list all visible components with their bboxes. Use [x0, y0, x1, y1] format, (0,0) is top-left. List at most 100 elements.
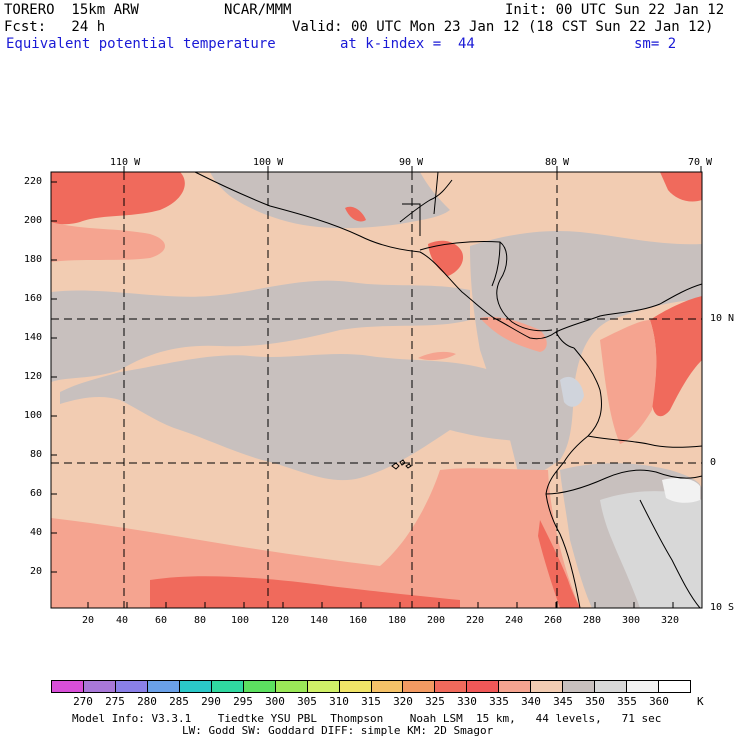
- field-red-coast: [538, 520, 580, 608]
- lon-label-70w: 70 W: [688, 157, 713, 168]
- smoothing-label: sm= 2: [634, 36, 677, 52]
- valid-time: Valid: 00 UTC Mon 23 Jan 12 (18 CST Sun …: [292, 19, 714, 35]
- field-orange-streak: [418, 351, 456, 361]
- x-tick-label: 140: [310, 615, 329, 626]
- y-tick-label: 140: [24, 332, 43, 343]
- left-axis-ticks: [51, 181, 57, 573]
- colorbar-swatch: [52, 681, 83, 692]
- x-tick-label: 200: [427, 615, 446, 626]
- level-label: at k-index = 44: [340, 36, 475, 52]
- colorbar-swatch: [466, 681, 499, 692]
- x-tick-label: 40: [116, 615, 129, 626]
- y-tick-label: 200: [24, 215, 43, 226]
- y-tick-label: 220: [24, 176, 43, 187]
- field-red-south: [150, 576, 460, 608]
- colorbar-swatch: [402, 681, 435, 692]
- colorbar-swatch: [562, 681, 595, 692]
- x-tick-label: 180: [388, 615, 407, 626]
- border-peru-brazil: [639, 499, 701, 609]
- x-tick-label: 320: [661, 615, 680, 626]
- lon-label-100w: 100 W: [253, 157, 284, 168]
- field-red-northwest: [51, 172, 185, 225]
- field-red-eastern-hills: [650, 296, 702, 417]
- field-grey-east: [470, 230, 702, 480]
- field-lightblue-colombia: [560, 376, 584, 407]
- field-orange-northwest: [51, 222, 165, 262]
- lat-label-equator: 0: [710, 457, 717, 468]
- border-central-america: [402, 171, 501, 287]
- theta-e-field: [51, 172, 702, 608]
- border-colombia: [587, 435, 703, 448]
- field-orange-south: [51, 468, 580, 608]
- border-ecuador-peru: [545, 469, 703, 495]
- colorbar-swatch: [274, 681, 307, 692]
- x-tick-label: 260: [544, 615, 563, 626]
- field-lightgrey-andes: [600, 491, 702, 608]
- colorbar: [51, 680, 691, 693]
- field-grey-band-west: [51, 300, 74, 372]
- colorbar-swatch: [658, 681, 691, 692]
- field-grey-band-center: [60, 354, 556, 481]
- colorbar-swatch: [370, 681, 403, 692]
- y-tick-label: 120: [24, 371, 43, 382]
- y-tick-label: 60: [30, 488, 43, 499]
- y-tick-label: 100: [24, 410, 43, 421]
- y-tick-label: 160: [24, 293, 43, 304]
- colorbar-swatch: [306, 681, 339, 692]
- model-info-line1: Model Info: V3.3.1 Tiedtke YSU PBL Thomp…: [72, 712, 662, 725]
- coastline-pacific-south-america: [545, 347, 602, 609]
- init-time: Init: 00 UTC Sun 22 Jan 12: [505, 2, 725, 18]
- field-grey-northeast: [210, 172, 450, 229]
- x-tick-label: 80: [194, 615, 207, 626]
- x-tick-label: 220: [466, 615, 485, 626]
- field-grey-band-north: [51, 280, 470, 382]
- colorbar-swatch: [338, 681, 371, 692]
- y-tick-label: 40: [30, 527, 43, 538]
- lon-label-80w: 80 W: [545, 157, 570, 168]
- field-orange-eastern: [600, 320, 657, 444]
- colorbar-unit: K: [697, 695, 704, 708]
- model-info-line2: LW: Godd SW: Goddard DIFF: simple KM: 2D…: [182, 724, 494, 737]
- x-tick-label: 300: [622, 615, 641, 626]
- bottom-axis-ticks: [87, 602, 674, 608]
- colorbar-swatch: [114, 681, 147, 692]
- colorbar-swatch: [530, 681, 563, 692]
- colorbar-swatch: [210, 681, 243, 692]
- y-tick-label: 80: [30, 449, 43, 460]
- model-title: TORERO 15km ARW: [4, 2, 139, 18]
- field-red-guatemala: [428, 240, 464, 276]
- y-tick-label: 20: [30, 566, 43, 577]
- x-tick-label: 160: [349, 615, 368, 626]
- x-tick-label: 120: [271, 615, 290, 626]
- colorbar-swatch: [594, 681, 627, 692]
- x-tick-label: 240: [505, 615, 524, 626]
- field-red-topright: [660, 172, 702, 202]
- colorbar-swatch: [82, 681, 115, 692]
- colorbar-swatch: [178, 681, 211, 692]
- organization-label: NCAR/MMM: [224, 2, 292, 18]
- field-red-mexico: [345, 206, 366, 222]
- field-name: Equivalent potential temperature: [6, 36, 276, 52]
- lat-label-10n: 10 N: [710, 313, 735, 324]
- colorbar-swatch: [498, 681, 531, 692]
- lon-label-90w: 90 W: [399, 157, 424, 168]
- colorbar-swatch: [626, 681, 659, 692]
- map-frame: [50, 171, 703, 609]
- coastline-yucatan: [399, 179, 453, 223]
- colorbar-swatch: [146, 681, 179, 692]
- coastline-colombia-venezuela: [555, 283, 703, 333]
- x-tick-label: 20: [82, 615, 95, 626]
- colorbar-swatch: [242, 681, 275, 692]
- forecast-hour: Fcst: 24 h: [4, 19, 106, 35]
- top-axis-ticks: [123, 166, 702, 172]
- field-orange-panama: [480, 316, 547, 352]
- x-tick-label: 60: [155, 615, 168, 626]
- coastline-caribbean: [419, 240, 553, 332]
- lon-label-110w: 110 W: [110, 157, 141, 168]
- x-tick-label: 100: [231, 615, 250, 626]
- x-tick-label: 280: [583, 615, 602, 626]
- y-tick-label: 180: [24, 254, 43, 265]
- field-white-patch: [662, 478, 700, 503]
- coastline-mexico-central-america: [194, 171, 575, 349]
- lat-lon-grid: [51, 172, 702, 608]
